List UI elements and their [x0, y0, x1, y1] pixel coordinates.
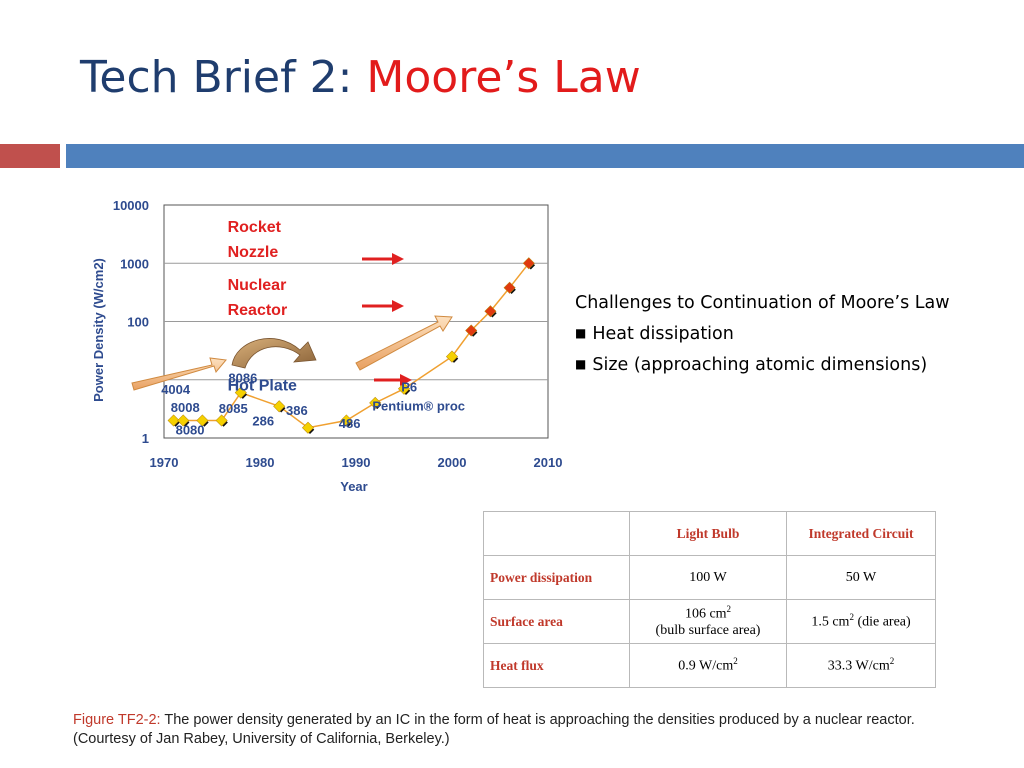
table-row: Heat flux 0.9 W/cm2 33.3 W/cm2	[483, 643, 936, 688]
header-band-red	[0, 144, 60, 168]
point-label: P6	[401, 380, 417, 395]
y-tick-label: 1000	[120, 256, 149, 271]
x-axis-label: Year	[340, 479, 367, 494]
gridlines	[164, 262, 548, 381]
table-cell: 100 W	[629, 555, 787, 600]
table-row: Power dissipation 100 W 50 W	[483, 555, 936, 600]
data-point	[196, 414, 209, 427]
title-prefix: Tech Brief 2:	[80, 52, 367, 103]
y-tick-label: 100	[127, 315, 149, 330]
point-label: 8086	[228, 370, 257, 385]
data-points	[167, 257, 536, 434]
cell-value-line: 106 cm2	[636, 604, 780, 623]
table-row: Surface area 106 cm2 (bulb surface area)…	[483, 599, 936, 644]
challenge-text: Size (approaching atomic dimensions)	[592, 355, 928, 375]
point-label: 8080	[176, 422, 205, 437]
curved-arrow	[231, 338, 317, 369]
caption-label: Figure TF2-2:	[73, 712, 161, 728]
square-bullet-icon: ■	[575, 357, 587, 371]
superscript: 2	[733, 656, 738, 667]
reference-label: Nozzle	[228, 244, 279, 261]
slide-title: Tech Brief 2: Moore’s Law	[80, 52, 641, 103]
y-axis-label: Power Density (W/cm2)	[91, 258, 106, 402]
reference-label: Reactor	[228, 302, 288, 319]
data-point	[445, 350, 459, 363]
data-point	[167, 414, 180, 427]
challenge-text: Heat dissipation	[592, 324, 734, 344]
data-point	[301, 421, 315, 434]
data-point	[522, 257, 535, 270]
table-cell: 0.9 W/cm2	[629, 643, 787, 688]
y-tick-labels: 10000 1000 100 1	[113, 198, 149, 446]
reference-labels: Rocket Nozzle Nuclear Reactor Hot Plate	[228, 219, 297, 394]
x-tick-label: 1970	[150, 455, 179, 470]
reference-label: Rocket	[228, 219, 282, 236]
reference-label: Nuclear	[228, 277, 287, 294]
challenge-item: ■ Size (approaching atomic dimensions)	[575, 349, 950, 380]
data-point	[215, 414, 228, 427]
reference-label: Hot Plate	[228, 377, 297, 394]
header-band-blue	[66, 144, 1024, 168]
x-tick-label: 2000	[438, 455, 467, 470]
title-accent: Moore’s Law	[366, 52, 641, 103]
point-label: 4004	[161, 382, 191, 397]
table-cell: 50 W	[786, 555, 936, 600]
point-label: 8008	[171, 400, 200, 415]
x-tick-label: 1990	[342, 455, 371, 470]
table-header-cell: Integrated Circuit	[786, 511, 936, 556]
cell-value: 106 cm	[684, 606, 727, 622]
comparison-table: Light Bulb Integrated Circuit Power diss…	[483, 511, 936, 688]
data-point	[369, 396, 382, 409]
x-tick-labels: 1970 1980 1990 2000 2010	[150, 455, 563, 470]
figure-caption: Figure TF2-2: The power density generate…	[73, 711, 973, 749]
table-cell: 1.5 cm2 (die area)	[786, 599, 936, 644]
data-point	[484, 305, 497, 318]
table-header-cell	[483, 511, 630, 556]
table-header-row: Light Bulb Integrated Circuit	[483, 511, 936, 556]
x-tick-label: 1980	[246, 455, 275, 470]
point-label: 286	[252, 413, 274, 428]
cell-note: (die area)	[853, 614, 911, 630]
row-label: Surface area	[483, 599, 630, 644]
point-label: 8085	[219, 401, 248, 416]
data-point	[465, 324, 478, 337]
data-point	[177, 414, 190, 427]
row-label: Power dissipation	[483, 555, 630, 600]
table-cell: 106 cm2 (bulb surface area)	[629, 599, 787, 644]
challenges-heading: Challenges to Continuation of Moore’s La…	[575, 293, 950, 313]
point-label: Pentium® proc	[372, 399, 465, 414]
point-labels: 4004 8008 8080 8086 8085 286 386 486 P6 Pentium® …	[161, 370, 465, 437]
y-tick-label: 1	[142, 431, 149, 446]
superscript: 2	[849, 612, 854, 623]
data-point	[273, 400, 286, 413]
cell-value: 1.5 cm	[811, 614, 850, 630]
table-cell: 33.3 W/cm2	[786, 643, 936, 688]
point-label: 386	[286, 403, 308, 418]
cell-value: 0.9 W/cm	[678, 658, 734, 674]
progress-arrow-right	[355, 315, 453, 371]
progress-arrow-left	[131, 357, 227, 391]
data-point	[340, 414, 353, 427]
power-density-chart: 1970 1980 1990 2000 2010 10000 1000 100 1 Power…	[91, 198, 563, 494]
cell-note: (bulb surface area)	[655, 622, 761, 638]
data-point	[503, 281, 516, 294]
row-label: Heat flux	[483, 643, 630, 688]
data-point	[397, 382, 411, 395]
table-header-cell: Light Bulb	[629, 511, 787, 556]
reference-arrows	[362, 253, 412, 386]
challenge-item: ■ Heat dissipation	[575, 318, 950, 349]
y-tick-label: 10000	[113, 198, 149, 213]
caption-text: The power density generated by an IC in …	[73, 712, 915, 747]
cell-value: 33.3 W/cm	[827, 658, 890, 674]
point-label: 486	[339, 416, 361, 431]
superscript: 2	[889, 656, 895, 667]
challenges-list: Challenges to Continuation of Moore’s La…	[575, 288, 950, 380]
data-point	[234, 386, 247, 399]
superscript: 2	[726, 604, 732, 615]
square-bullet-icon: ■	[575, 326, 587, 340]
x-tick-label: 2010	[534, 455, 563, 470]
